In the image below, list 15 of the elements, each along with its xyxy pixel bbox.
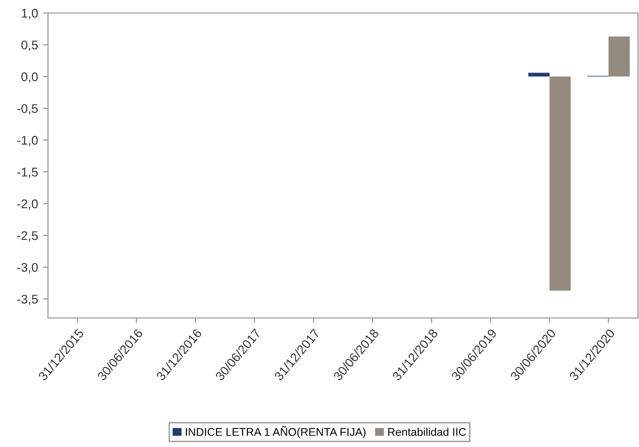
y-tick-label: -3,0 xyxy=(17,262,38,274)
bar xyxy=(550,76,571,291)
y-tick-label: -2,5 xyxy=(17,231,38,242)
y-tick-label: -3,5 xyxy=(17,294,38,306)
legend-label: INDICE LETRA 1 AÑO(RENTA FIJA) xyxy=(186,426,366,438)
y-tick-label: 1,0 xyxy=(22,8,38,20)
y-tick-label: -2,0 xyxy=(17,199,38,210)
y-tick-label: -0,5 xyxy=(17,104,38,114)
bar xyxy=(608,36,630,77)
y-tick-label: -1,5 xyxy=(17,168,38,178)
y-tick-label: 0,5 xyxy=(21,40,38,51)
y-tick-label: 0,0 xyxy=(21,72,38,83)
y-tick-label: -1,0 xyxy=(17,136,38,146)
bar xyxy=(528,72,550,77)
legend-label: Rentabilidad IIC xyxy=(388,428,466,436)
